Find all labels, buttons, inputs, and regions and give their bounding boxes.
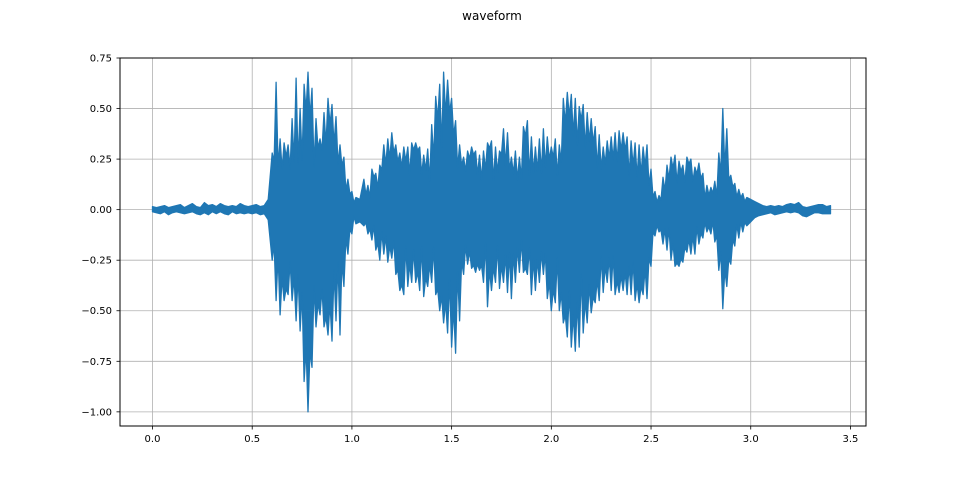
x-tick-label: 3.5 — [842, 434, 858, 445]
waveform-trace — [151, 71, 832, 413]
y-tick-label: 0.50 — [90, 104, 112, 115]
y-tick-label: −0.50 — [81, 306, 112, 317]
x-tick-label: 1.0 — [344, 434, 360, 445]
x-tick-label: 3.0 — [743, 434, 759, 445]
x-tick-label: 0.5 — [244, 434, 260, 445]
y-tick-label: 0.25 — [90, 155, 112, 166]
y-tick-label: 0.00 — [90, 205, 112, 216]
y-tick-label: −0.75 — [81, 357, 112, 368]
axes-frame — [119, 57, 867, 427]
y-tick-label: 0.75 — [90, 54, 112, 65]
y-tick-label: −0.25 — [81, 256, 112, 267]
x-tick-label: 1.5 — [444, 434, 460, 445]
x-tick-label: 2.0 — [543, 434, 559, 445]
y-tick-label: −1.00 — [81, 407, 112, 418]
x-tick-label: 2.5 — [643, 434, 659, 445]
waveform-series-layer — [151, 71, 832, 413]
x-tick-label: 0.0 — [145, 434, 161, 445]
chart-title: waveform — [462, 9, 522, 23]
axes-layer: 0.0 0.5 1.0 1.5 2.0 2.5 3.0 3.5 0.75 0.50 0.25 0.00… — [81, 54, 867, 445]
